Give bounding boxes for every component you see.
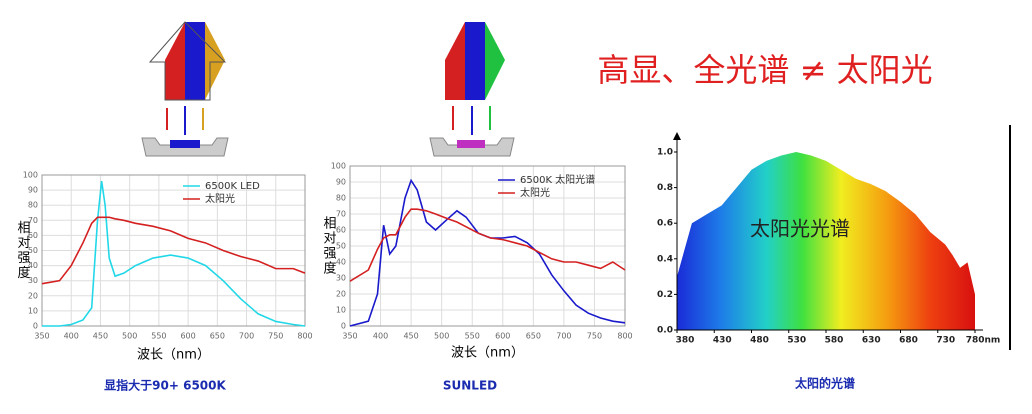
y-tick-label: 90	[28, 186, 38, 195]
y-tick-label: 0.4	[657, 254, 673, 264]
x-tick-label: 580	[825, 336, 844, 346]
y-tick-label: 30	[336, 274, 346, 283]
x-tick-label: 450	[93, 332, 108, 341]
x-axis-label: 波长（nm）	[451, 346, 524, 361]
y-tick-label: 80	[28, 201, 38, 210]
x-tick-label: 630	[862, 336, 881, 346]
caption: SUNLED	[443, 379, 497, 393]
led-icon	[141, 21, 229, 157]
y-tick-label: 0.2	[657, 290, 673, 300]
y-tick-label: 0.8	[657, 183, 673, 193]
x-tick-label: 400	[373, 332, 388, 341]
y-tick-label: 100	[23, 171, 38, 180]
x-axis-label: 波长（nm）	[137, 348, 210, 363]
x-tick-label: 350	[34, 332, 49, 341]
x-tick-label: 550	[151, 332, 166, 341]
x-tick-label: 500	[122, 332, 137, 341]
x-tick-label: 780nm	[966, 336, 1001, 346]
x-tick-label: 650	[210, 332, 225, 341]
x-tick-label: 400	[64, 332, 79, 341]
y-tick-label: 80	[336, 194, 346, 203]
x-tick-label: 500	[434, 332, 449, 341]
x-tick-label: 480	[750, 336, 769, 346]
x-tick-label: 700	[239, 332, 254, 341]
x-tick-label: 550	[465, 332, 480, 341]
annotation: 太阳光光谱	[750, 217, 850, 241]
x-tick-label: 380	[676, 336, 695, 346]
x-tick-label: 680	[899, 336, 918, 346]
x-tick-label: 450	[403, 332, 418, 341]
y-tick-label: 40	[336, 258, 346, 267]
headline: 高显、全光谱 ≠ 太阳光	[597, 51, 932, 89]
x-tick-label: 530	[787, 336, 806, 346]
series-line	[349, 208, 626, 282]
y-tick-label: 20	[28, 291, 38, 300]
series-line	[41, 216, 306, 285]
y-tick-label: 90	[336, 178, 346, 187]
x-tick-label: 730	[936, 336, 955, 346]
x-tick-label: 750	[268, 332, 283, 341]
y-tick-label: 0	[341, 322, 346, 331]
caption: 太阳的光谱	[795, 376, 855, 391]
y-axis-arrow	[673, 132, 681, 140]
y-tick-label: 10	[336, 306, 346, 315]
led-icon	[429, 22, 515, 157]
series-line	[42, 180, 306, 327]
y-tick-label: 0.6	[657, 219, 673, 229]
x-tick-label: 800	[617, 332, 632, 341]
y-tick-label: 60	[28, 231, 38, 240]
x-tick-label: 700	[556, 332, 571, 341]
x-tick-label: 600	[180, 332, 195, 341]
y-tick-label: 30	[28, 276, 38, 285]
plot-frame	[41, 174, 306, 327]
y-tick-label: 60	[336, 226, 346, 235]
y-axis-label: 相对强度	[321, 216, 337, 276]
y-tick-label: 0.0	[657, 326, 673, 336]
y-tick-label: 20	[336, 290, 346, 299]
y-tick-label: 70	[336, 210, 346, 219]
y-tick-label: 1.0	[657, 148, 673, 158]
legend-label: 太阳光	[205, 192, 235, 205]
x-tick-label: 750	[587, 332, 602, 341]
y-tick-label: 40	[28, 261, 38, 270]
legend-label: 6500K LED	[205, 181, 260, 192]
y-tick-label: 100	[331, 162, 346, 171]
legend-label: 太阳光	[520, 186, 550, 199]
y-tick-label: 10	[28, 306, 38, 315]
x-tick-label: 350	[342, 332, 357, 341]
plot-frame	[349, 165, 626, 327]
series-line	[349, 178, 626, 327]
x-tick-label: 800	[297, 332, 312, 341]
spectrum-area	[677, 152, 975, 330]
x-tick-label: 600	[495, 332, 510, 341]
legend-label: 6500K 太阳光谱	[520, 173, 595, 186]
y-tick-label: 50	[28, 246, 38, 255]
x-tick-label: 650	[526, 332, 541, 341]
y-axis-label: 相对强度	[15, 221, 31, 281]
x-tick-label: 430	[713, 336, 732, 346]
caption: 显指大于90+ 6500K	[104, 378, 226, 393]
y-tick-label: 50	[336, 242, 346, 251]
y-tick-label: 0	[33, 322, 38, 331]
y-tick-label: 70	[28, 216, 38, 225]
